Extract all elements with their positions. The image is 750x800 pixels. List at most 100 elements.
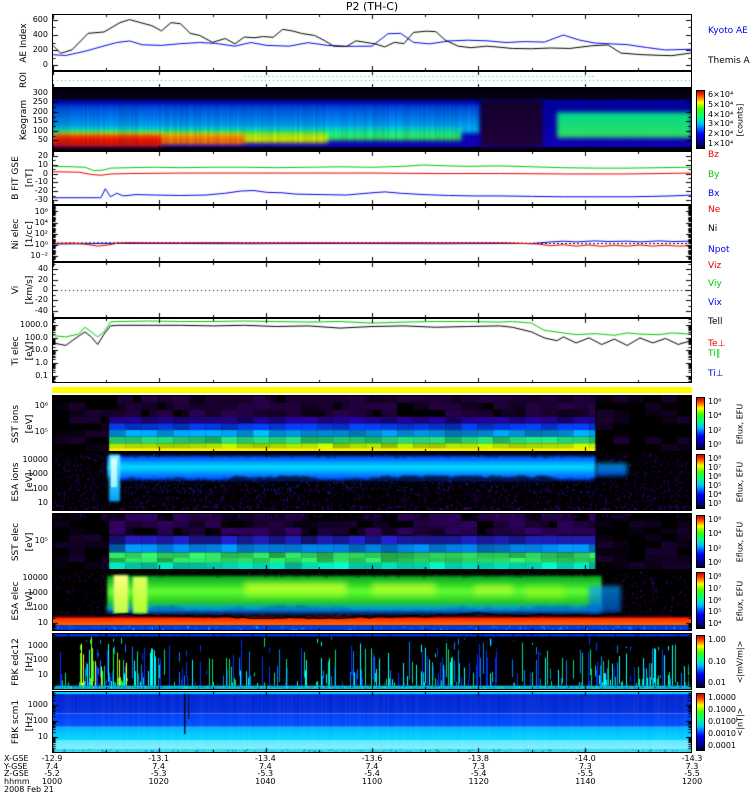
panel-te <box>52 318 692 383</box>
legend-kyoto-ae: Kyoto AE <box>708 26 748 37</box>
panel-fbk-scm <box>52 691 692 753</box>
legend-npot: Npot <box>708 245 730 256</box>
esa-elec-plot-canvas <box>53 571 691 630</box>
sst-ions-ytick: 10⁵ <box>34 426 48 436</box>
esa-elec-cbar-unit: Eflux, EFU <box>735 580 745 621</box>
panel-sst-ions <box>52 395 692 452</box>
te-plot-canvas <box>53 319 691 382</box>
legend-bx: Bx <box>708 189 720 200</box>
keogram-ytick: 250 <box>32 97 48 107</box>
fbk-scm-ytick: 1000 <box>27 699 48 709</box>
legend-ne: Ne <box>708 205 721 216</box>
panel-fbk-edc <box>52 633 692 690</box>
esa-ions-ytick: 1000 <box>27 469 48 479</box>
ni-ytick: 10⁶ <box>34 206 48 216</box>
ae-plot-canvas <box>53 15 691 70</box>
bottom-axis-value: 7.4 <box>152 761 166 771</box>
esa-elec-cbar-tick: 10⁵ <box>708 607 722 617</box>
bottom-axis-value: -5.5 <box>684 769 700 778</box>
esa-ions-ylabel: ESA ions <box>11 462 21 501</box>
keogram-cbar-tick: 4×10⁴ <box>708 109 734 119</box>
esa-ions-cbar-tick: 10³ <box>708 499 722 508</box>
te-ytick: 1000.0 <box>20 320 48 330</box>
esa-elec-ytick: 10000 <box>22 573 48 583</box>
bottom-axis-value: 7.3 <box>578 761 592 771</box>
legend-te-: Te⊥ <box>708 339 726 349</box>
sst-ions-cbar-tick: 10² <box>708 425 722 435</box>
bottom-axis-value: 7.4 <box>45 761 59 771</box>
bottom-axis-value: -5.3 <box>150 769 167 778</box>
panel-roi <box>52 71 692 88</box>
legend-viz: Viz <box>708 261 722 272</box>
ni-plot-canvas <box>53 206 691 261</box>
esa-ions-colorbar <box>696 454 705 509</box>
date-label: 2008 Feb 21 <box>4 785 54 794</box>
fbk-scm-cbar-unit: <|nT|> <box>735 707 745 737</box>
esa-ions-ytick: 100 <box>32 483 48 493</box>
panel-keogram <box>52 88 692 151</box>
sst-elec-cbar-tick: 10⁶ <box>708 515 722 524</box>
fbk-edc-plot-canvas <box>53 634 691 689</box>
esa-ions-cbar-unit: Eflux, EFU <box>735 461 745 502</box>
bottom-axis-value: -14.0 <box>574 754 596 763</box>
sst-ions-plot-canvas <box>53 396 691 451</box>
legend-by: By <box>708 170 720 181</box>
sst-ions-cbar-unit: Eflux, EFU <box>735 403 745 444</box>
ni-ytick: 10⁰ <box>34 239 48 249</box>
esa-elec-ylabel: ESA elec <box>11 580 21 621</box>
sst-ions-ylabel: SST ions <box>11 404 21 443</box>
legend-viy: Viy <box>708 279 722 290</box>
esa-ions-cbar-tick: 10⁵ <box>708 481 722 490</box>
bfit-ytick: 0 <box>42 168 48 178</box>
bottom-axis-row-label-y-gse: Y-GSE <box>4 761 28 771</box>
legend-ti-: Ti⊥ <box>708 368 724 379</box>
ae-ytick: 200 <box>32 45 48 55</box>
bottom-axis-value: 1120 <box>468 776 489 786</box>
panel-vi <box>52 262 692 318</box>
keogram-cbar-tick: 1×10⁴ <box>708 139 734 148</box>
bottom-axis-value: 1100 <box>361 776 383 786</box>
bottom-axis-value: 1020 <box>148 776 169 786</box>
esa-elec-ytick: 100 <box>32 603 48 613</box>
esa-ions-plot-canvas <box>53 453 691 510</box>
ae-ytick: 0 <box>42 60 48 70</box>
bottom-axis-value: -13.6 <box>361 754 383 763</box>
sst-elec-cbar-tick: 10⁴ <box>708 529 722 539</box>
fbk-edc-cbar-tick: 0.01 <box>708 678 726 687</box>
esa-elec-ytick: 1000 <box>27 588 48 598</box>
bottom-axis-value: -5.5 <box>577 769 594 778</box>
sst-ions-ytick: 10⁶ <box>34 400 48 410</box>
bottom-axis-value: 7.4 <box>365 761 379 771</box>
bottom-axis-row-label-hhmm: hhmm <box>4 776 30 786</box>
keogram-ytick: 200 <box>32 106 48 116</box>
bottom-axis-value: 7.3 <box>685 761 699 771</box>
ni-ytick: 10⁴ <box>34 217 48 227</box>
keogram-ytick: 300 <box>32 87 48 97</box>
bfit-ytick: 10 <box>37 159 48 169</box>
bottom-axis-value: 1140 <box>575 776 596 786</box>
bfit-ytick: -30 <box>34 195 48 205</box>
fbk-scm-ytick: 10 <box>37 732 48 742</box>
sst-elec-ytick: 10⁵ <box>34 536 48 546</box>
legend-themis-ae: Themis AE <box>708 55 750 66</box>
esa-ions-ytick: 10000 <box>22 454 48 464</box>
esa-elec-cbar-tick: 10⁶ <box>708 595 722 605</box>
esa-elec-cbar-tick: 10⁸ <box>708 572 722 581</box>
vi-ytick: -40 <box>34 305 48 315</box>
bottom-axis-value: -13.4 <box>254 754 276 763</box>
esa-ions-ytick: 10 <box>37 498 48 508</box>
bottom-axis-value: 7.4 <box>258 761 272 771</box>
keogram-cbar-tick: 2×10⁴ <box>708 129 734 139</box>
bottom-axis-value: -12.9 <box>41 754 63 763</box>
bfit-ytick: -10 <box>34 177 48 187</box>
vi-ytick: -20 <box>34 295 48 305</box>
fbk-scm-plot-canvas <box>53 692 691 752</box>
keogram-ytick: 50 <box>37 135 48 145</box>
fbk-edc-ytick: 10 <box>37 670 48 680</box>
fbk-scm-cbar-tick: 0.0010 <box>708 729 736 738</box>
fbk-scm-cbar-tick: 0.0001 <box>708 741 736 750</box>
fbk-scm-ytick: 100 <box>32 715 48 725</box>
sst-ions-cbar-tick: 10⁶ <box>708 397 722 406</box>
ae-ytick: 600 <box>32 14 48 24</box>
